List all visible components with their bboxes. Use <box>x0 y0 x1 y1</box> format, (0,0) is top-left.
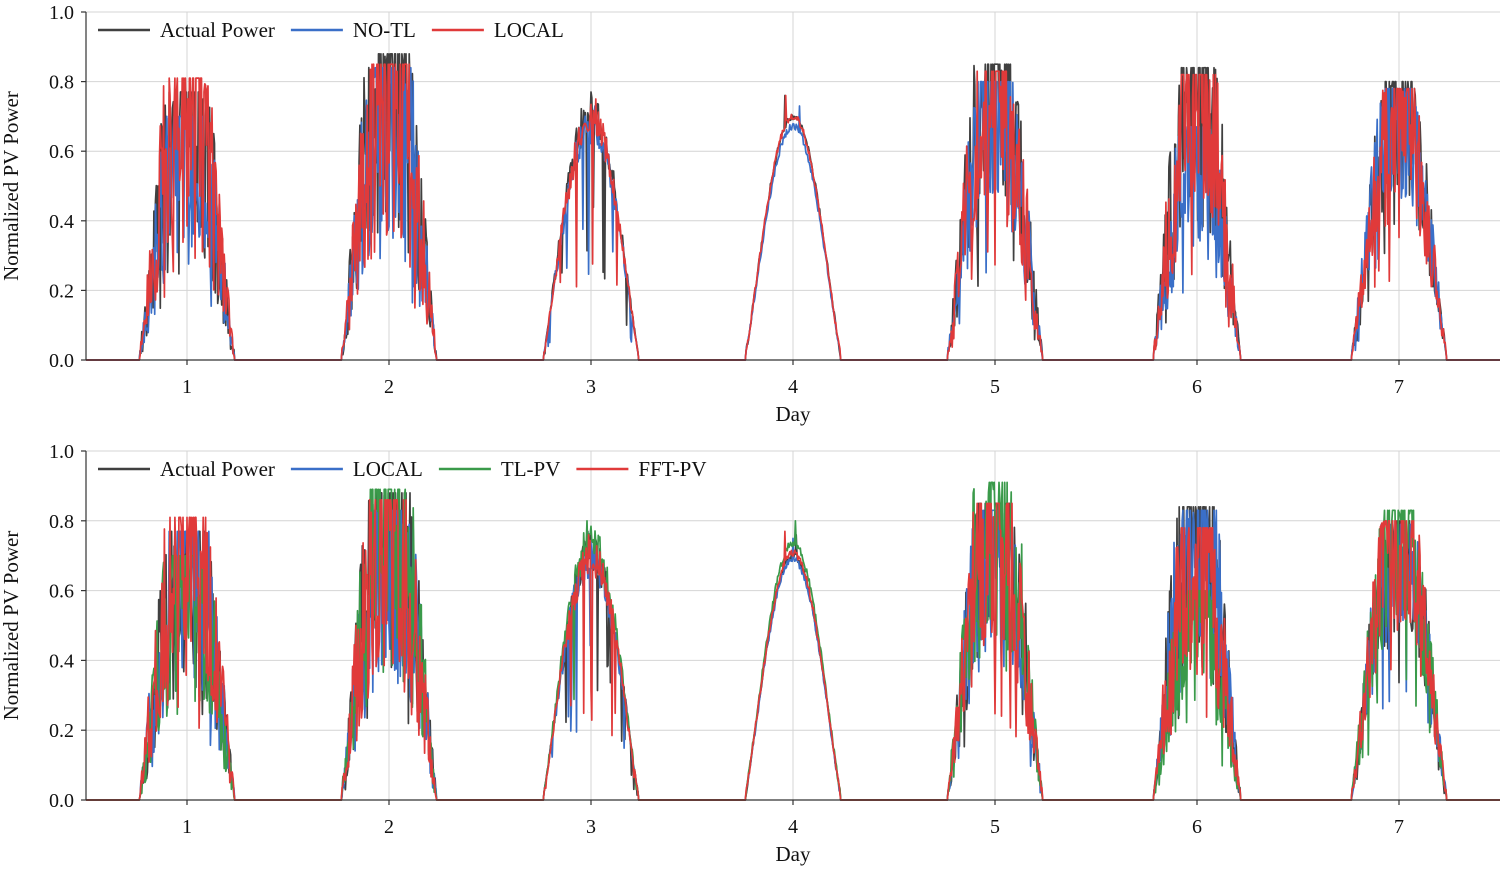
y-tick-label: 1.0 <box>49 441 74 463</box>
y-tick-label: 0.0 <box>49 790 74 812</box>
y-tick-label: 0.6 <box>49 141 74 163</box>
chart-bottom: 0.0 0.2 0.4 0.6 0.8 1.0 1 2 3 4 5 6 7 Day Normalized P… <box>0 441 1500 866</box>
legend-label: Actual Power <box>160 457 275 481</box>
series-line-fft-pv <box>86 499 1500 801</box>
x-tick-label: 7 <box>1394 816 1404 838</box>
legend-item: NO-TL <box>290 18 416 42</box>
y-tick-label: 0.2 <box>49 280 74 302</box>
x-tick-label: 4 <box>788 816 798 838</box>
y-tick-label: 0.0 <box>49 350 74 372</box>
legend-label: TL-PV <box>501 457 561 481</box>
x-tick-label: 5 <box>990 816 1000 838</box>
x-tick-label: 2 <box>384 816 394 838</box>
grid <box>86 11 1500 361</box>
x-tick-label: 3 <box>586 376 596 398</box>
legend-label: FFT-PV <box>638 457 706 481</box>
y-tick-label: 0.4 <box>49 211 74 233</box>
y-tick-label: 1.0 <box>49 2 74 24</box>
x-tick-label: 5 <box>990 376 1000 398</box>
x-tick-label: 6 <box>1192 376 1202 398</box>
x-tick-label: 1 <box>182 376 192 398</box>
chart-top: 0.0 0.2 0.4 0.6 0.8 1.0 1 2 3 4 5 6 7 Day Normalized P… <box>0 2 1500 426</box>
x-tick-label: 2 <box>384 376 394 398</box>
y-tick-label: 0.8 <box>49 511 74 533</box>
legend-item: FFT-PV <box>576 457 707 481</box>
x-tick-label: 1 <box>182 816 192 838</box>
legend: Actual Power LOCAL TL-PV FFT-PV <box>98 457 707 481</box>
legend-label: NO-TL <box>353 18 416 42</box>
y-axis-title: Normalized PV Power <box>0 531 23 721</box>
legend: Actual Power NO-TL LOCAL <box>98 18 564 42</box>
legend-label: Actual Power <box>160 18 275 42</box>
legend-item: LOCAL <box>290 457 423 481</box>
x-axis-title: Day <box>776 402 811 426</box>
x-tick-label: 3 <box>586 816 596 838</box>
legend-item: LOCAL <box>431 18 564 42</box>
series-line-local <box>86 63 1500 361</box>
x-tick-label: 4 <box>788 376 798 398</box>
y-tick-label: 0.8 <box>49 72 74 94</box>
y-tick-label: 0.4 <box>49 650 74 672</box>
legend-label: LOCAL <box>494 18 564 42</box>
legend-item: TL-PV <box>438 457 561 481</box>
x-axis-title: Day <box>776 842 811 866</box>
y-axis-title: Normalized PV Power <box>0 91 23 281</box>
legend-item: Actual Power <box>98 18 275 42</box>
grid <box>86 450 1500 801</box>
x-tick-label: 7 <box>1394 376 1404 398</box>
y-tick-label: 0.6 <box>49 581 74 603</box>
x-tick-label: 6 <box>1192 816 1202 838</box>
legend-label: LOCAL <box>353 457 423 481</box>
y-tick-label: 0.2 <box>49 720 74 742</box>
legend-item: Actual Power <box>98 457 275 481</box>
